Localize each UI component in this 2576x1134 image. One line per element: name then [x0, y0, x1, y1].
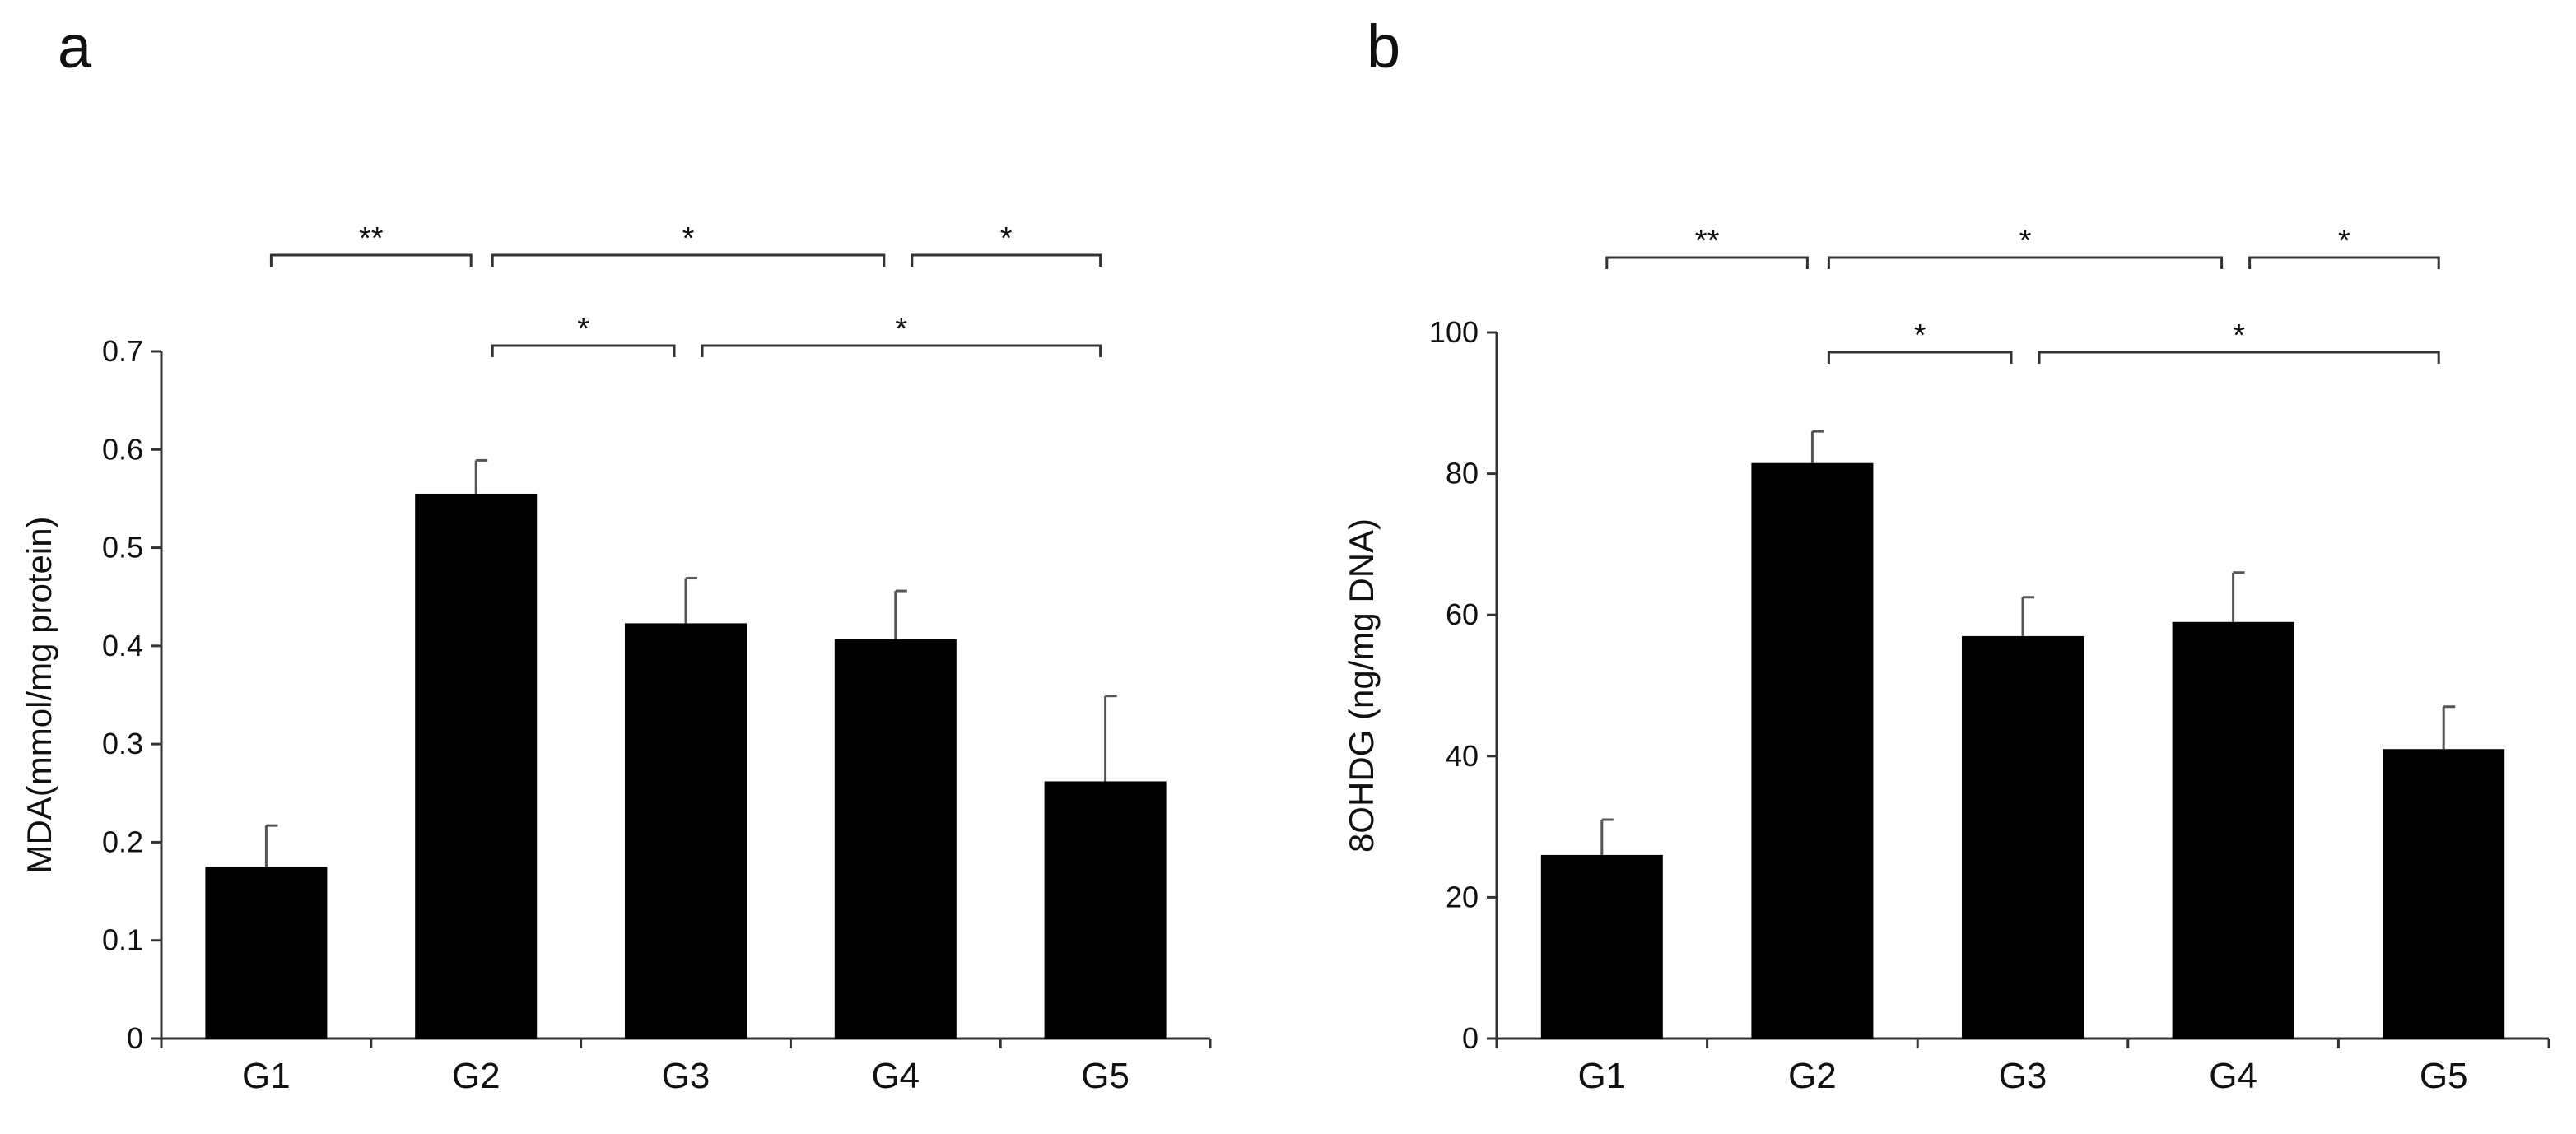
- y-tick-label: 60: [1446, 597, 1479, 631]
- significance-label: *: [895, 312, 907, 346]
- significance-bracket: [269, 253, 473, 267]
- significance-label: **: [1695, 224, 1720, 258]
- y-axis-title: MDA(mmol/mg protein): [20, 516, 58, 873]
- bar-G5: [1044, 781, 1167, 1039]
- bar-G2: [1751, 462, 1874, 1039]
- significance-label: *: [2338, 224, 2350, 258]
- panel-label: a: [58, 12, 92, 81]
- significance-bracket: [491, 253, 886, 267]
- bar-G5: [2383, 749, 2505, 1039]
- y-tick-label: 40: [1446, 739, 1479, 773]
- bar-G4: [834, 639, 957, 1039]
- significance-label: *: [682, 221, 695, 256]
- y-tick-label: 0.4: [102, 629, 143, 662]
- chart-panel-a: a 0 0.1 0.2 0.3 0.4 0.5 0.6 0.7 MDA(mmol/mg prote…: [20, 12, 1212, 1096]
- significance-label: *: [577, 312, 589, 346]
- y-tick-label: 100: [1429, 315, 1479, 349]
- significance-bracket: [1827, 256, 2224, 269]
- y-tick-label: 0.5: [102, 531, 143, 565]
- significance-bracket: [2038, 351, 2440, 364]
- bar-G4: [2172, 621, 2294, 1039]
- y-tick-label: 0: [1462, 1021, 1479, 1055]
- bar-G3: [625, 623, 747, 1039]
- x-tick-label: G4: [871, 1056, 920, 1096]
- y-tick-label: 0.1: [102, 923, 143, 957]
- bar-G1: [205, 867, 328, 1039]
- x-tick-label: G5: [2420, 1056, 2468, 1096]
- x-tick-label: G2: [452, 1056, 501, 1096]
- bar-G3: [1962, 635, 2084, 1039]
- bar-G1: [1540, 854, 1663, 1039]
- y-axis-title: 8OHDG (ng/mg DNA): [1342, 518, 1381, 853]
- y-tick-label: 0.6: [102, 432, 143, 466]
- x-tick-label: G3: [662, 1056, 710, 1096]
- x-tick-label: G1: [1577, 1056, 1626, 1096]
- significance-bracket: [491, 344, 676, 357]
- x-tick-label: G4: [2209, 1056, 2257, 1096]
- panel-label: b: [1367, 12, 1400, 81]
- y-tick-label: 0.7: [102, 334, 143, 368]
- y-tick-label: 0: [127, 1021, 143, 1055]
- significance-label: *: [2233, 318, 2245, 353]
- y-tick-label: 20: [1446, 880, 1479, 913]
- y-tick-label: 0.2: [102, 825, 143, 858]
- significance-bracket: [701, 344, 1102, 357]
- y-tick-label: 0.3: [102, 727, 143, 760]
- significance-label: *: [1000, 221, 1013, 256]
- significance-bracket: [911, 253, 1102, 267]
- chart-panel-b: b 0 20 40 60 80 100 8OHDG (ng/mg DNA) G1 G2 G3 G4 G5…: [1342, 12, 2550, 1096]
- x-tick-label: G1: [242, 1056, 291, 1096]
- significance-bracket: [1605, 256, 1809, 269]
- significance-label: *: [2019, 224, 2032, 258]
- significance-label: *: [1914, 318, 1926, 353]
- x-tick-label: G3: [1999, 1056, 2047, 1096]
- x-tick-label: G5: [1081, 1056, 1130, 1096]
- x-tick-label: G2: [1788, 1056, 1837, 1096]
- significance-bracket: [2248, 256, 2440, 269]
- y-tick-label: 80: [1446, 457, 1479, 490]
- significance-bracket: [1827, 351, 2013, 364]
- significance-label: **: [359, 221, 384, 256]
- bar-G2: [415, 493, 538, 1039]
